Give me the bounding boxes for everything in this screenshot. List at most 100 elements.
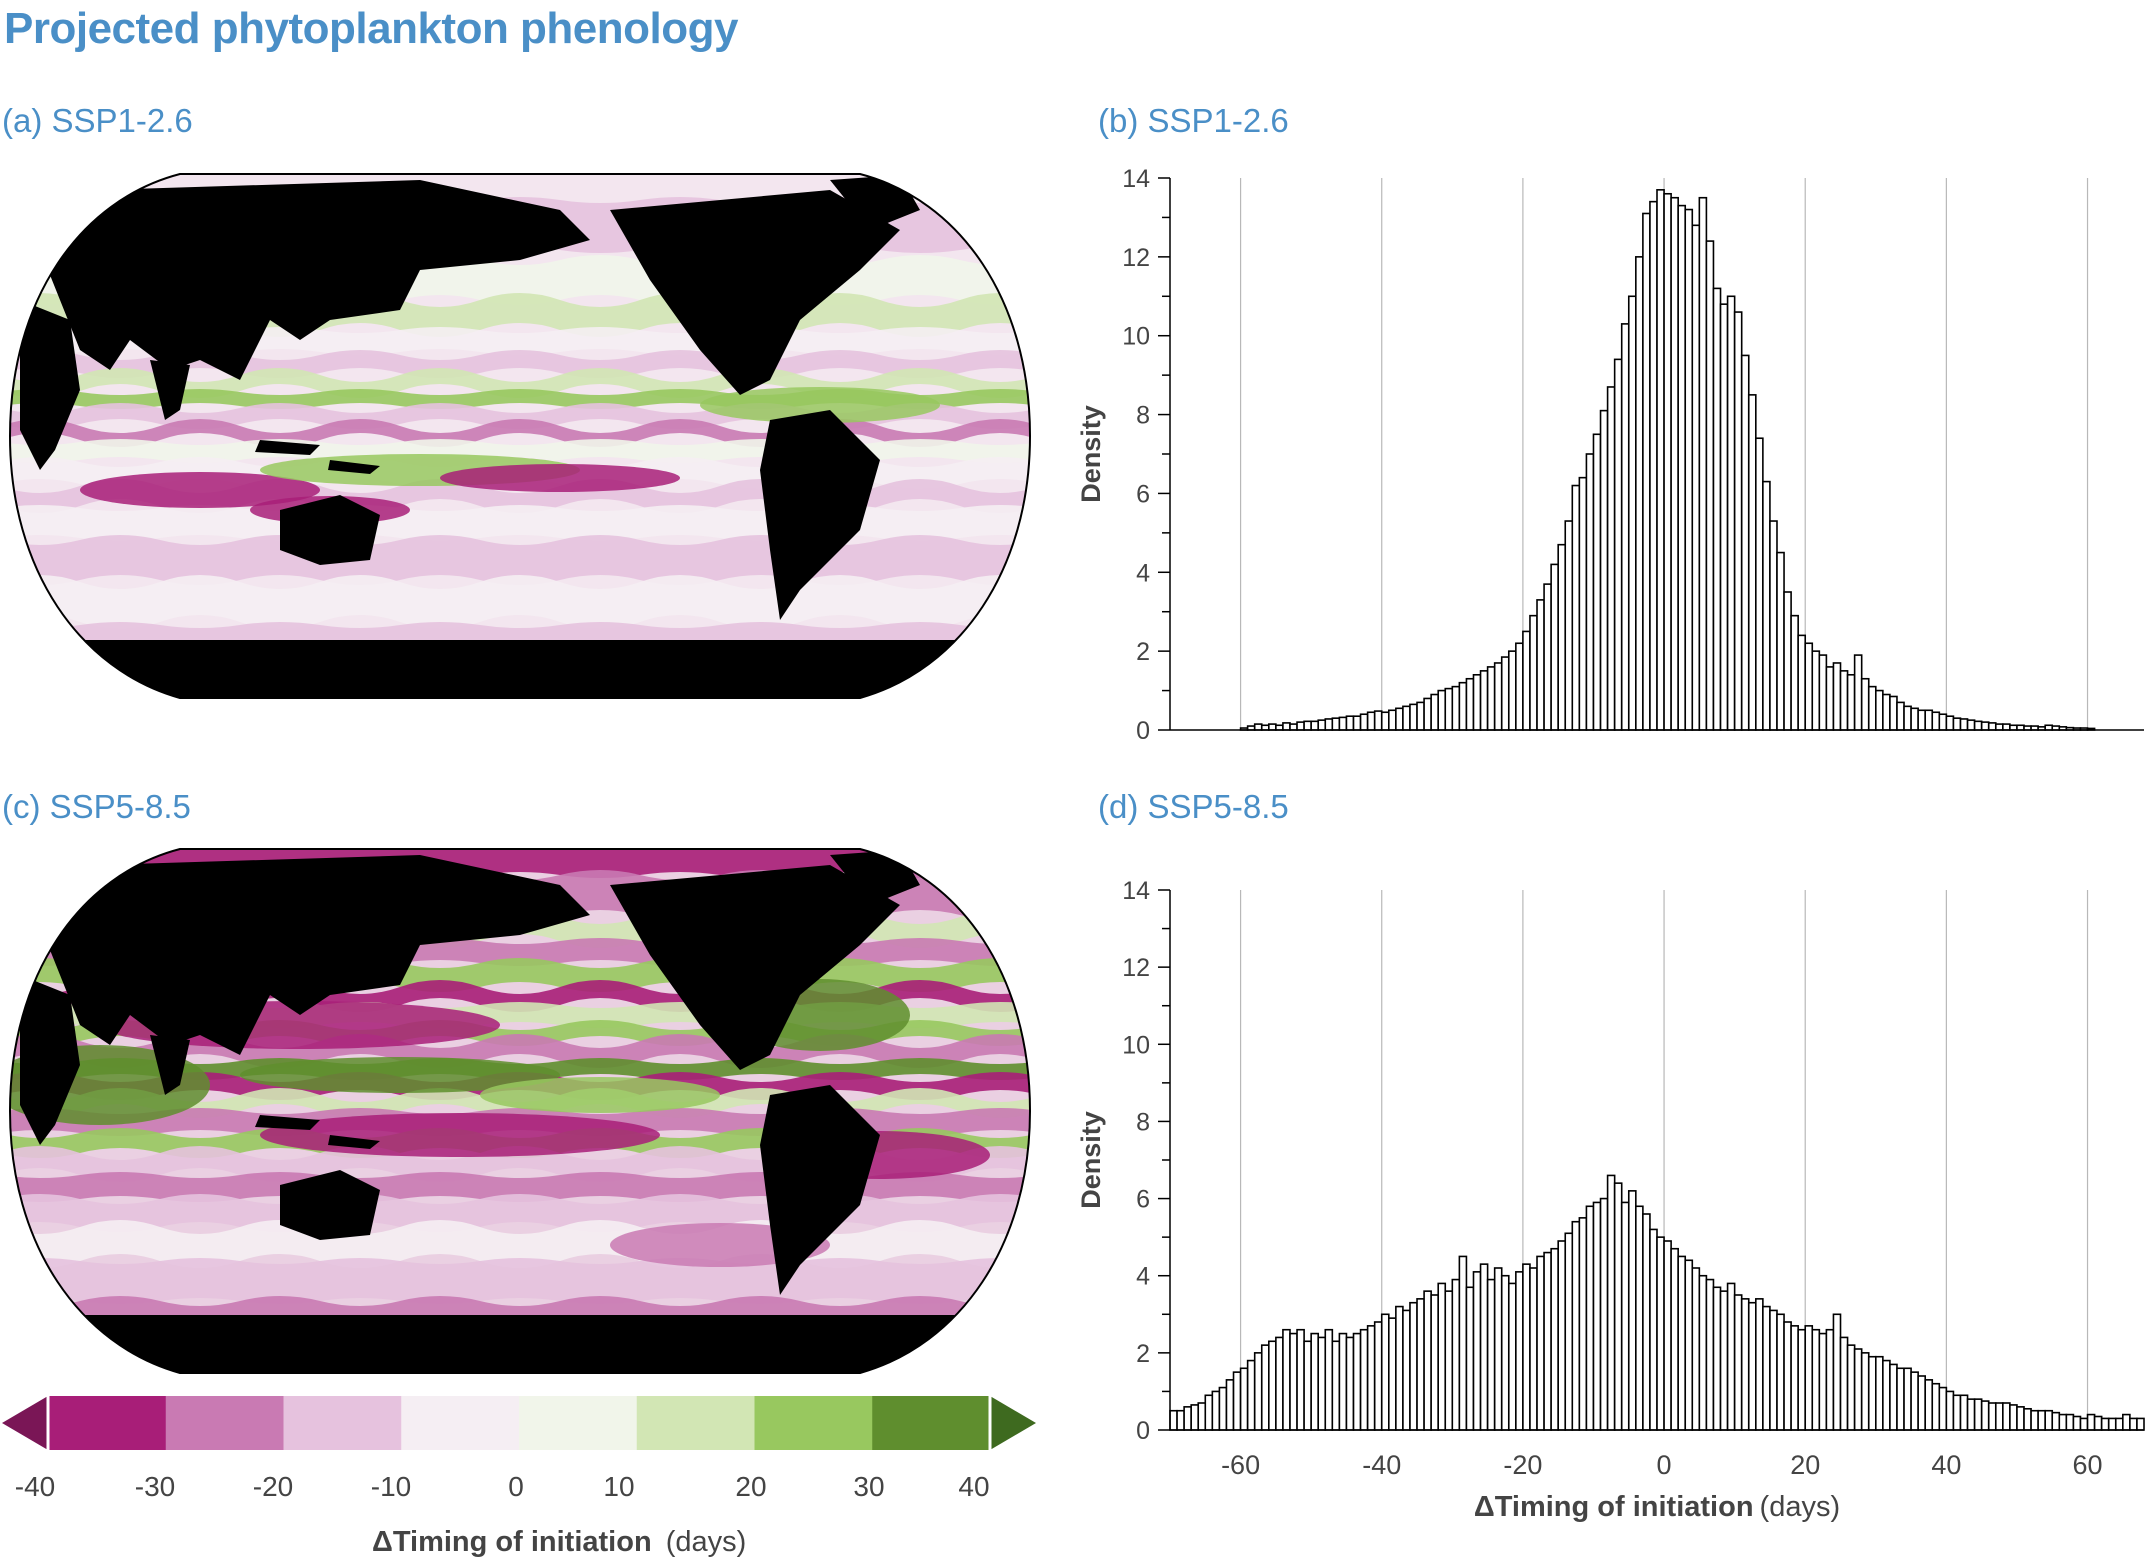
colorbar-tick: 10 xyxy=(603,1471,634,1502)
histogram-bar xyxy=(1776,1313,1785,1431)
histogram-bar xyxy=(1691,224,1701,731)
histogram-bar xyxy=(1352,715,1362,731)
histogram-bar xyxy=(1395,1305,1404,1431)
histogram-bar xyxy=(2058,1413,2068,1431)
histogram-bar xyxy=(1663,1240,1672,1431)
histogram-bar xyxy=(1811,650,1821,731)
histogram-bar xyxy=(1416,701,1425,731)
histogram-bar xyxy=(1882,693,1891,731)
histogram-bar xyxy=(2065,1413,2075,1431)
y-tick-label: 12 xyxy=(1122,954,1150,982)
histogram-bar xyxy=(1472,1271,1482,1431)
histogram-bar xyxy=(1712,287,1722,731)
colorbar-unit: (days) xyxy=(666,1526,747,1558)
y-axis-label: Density xyxy=(1076,405,1106,503)
map-ssp585 xyxy=(8,848,1032,1374)
y-tick-label: 12 xyxy=(1122,244,1150,272)
histogram-bar xyxy=(1225,1379,1235,1431)
histogram-bar xyxy=(1472,673,1482,731)
histogram-bar xyxy=(1903,705,1912,731)
histogram-bar xyxy=(1924,1379,1934,1431)
histogram-bar xyxy=(1825,666,1835,731)
histogram-bar xyxy=(1980,721,1990,731)
histogram-bar xyxy=(1380,711,1390,731)
histogram-bar xyxy=(1493,662,1503,731)
histogram-bar xyxy=(1670,196,1679,731)
histogram-bar xyxy=(1578,1217,1588,1431)
histogram-bar xyxy=(1592,433,1602,731)
colorbar-tick: 0 xyxy=(508,1471,524,1502)
x-tick-label: 0 xyxy=(1657,1450,1672,1480)
colorbar: -40 -30 -20 -10 0 10 20 30 40 ΔTiming of initiat… xyxy=(2,1396,1036,1558)
histogram-bar xyxy=(1359,713,1369,731)
x-tick-label: -60 xyxy=(1221,1450,1260,1480)
histogram-bar xyxy=(1924,709,1934,731)
y-tick-label: 0 xyxy=(1136,717,1150,745)
histogram-bar xyxy=(2002,723,2011,731)
histogram-bar xyxy=(1423,1290,1432,1431)
histogram-bar xyxy=(1959,718,1969,731)
histogram-bar xyxy=(1755,1298,1764,1431)
histogram-bar xyxy=(1409,703,1418,731)
x-tick-label: -20 xyxy=(1503,1450,1542,1480)
histogram-bar xyxy=(2136,1417,2145,1431)
histogram-bar xyxy=(1557,1240,1567,1431)
y-tick-label: 2 xyxy=(1136,1340,1150,1368)
histogram-bar xyxy=(1585,453,1595,731)
histogram-bar xyxy=(1387,709,1397,731)
histogram-bar xyxy=(1282,1328,1291,1431)
histogram-bar xyxy=(2016,1406,2025,1431)
histogram-bar xyxy=(1515,1271,1524,1431)
histogram-bar xyxy=(1973,720,1983,731)
histogram-bar xyxy=(1522,1263,1531,1431)
histogram-bar xyxy=(1938,1386,1948,1431)
histogram-bar xyxy=(1994,723,2004,731)
histogram-bar xyxy=(1910,707,1919,731)
histogram-bar xyxy=(1345,1336,1355,1431)
histogram-bar xyxy=(2044,1409,2054,1431)
histogram-bar xyxy=(1874,689,1884,731)
histogram-bar xyxy=(1260,1344,1270,1431)
histogram-bar xyxy=(1804,642,1814,731)
histogram-bar xyxy=(1740,1298,1750,1431)
histogram-bar xyxy=(1416,1298,1425,1431)
histogram-bar xyxy=(1889,695,1898,731)
histogram-bar xyxy=(1677,1255,1687,1431)
histogram-bar xyxy=(1931,1382,1941,1431)
histogram-bar xyxy=(1324,1328,1334,1431)
histogram-bar xyxy=(1691,1267,1701,1431)
histogram-bar xyxy=(2030,1409,2039,1431)
histogram-bar xyxy=(1486,666,1496,731)
histogram-bar xyxy=(1797,1328,1807,1431)
histogram-bar xyxy=(1296,721,1305,731)
histogram-bar xyxy=(1310,720,1320,731)
histogram-bar xyxy=(1818,654,1828,731)
histogram-bar xyxy=(1275,1336,1284,1431)
histogram-bar xyxy=(1211,1390,1221,1431)
histogram-bar xyxy=(1938,713,1948,731)
histogram-bar xyxy=(2037,1409,2046,1431)
colorbar-tick: 20 xyxy=(735,1471,766,1502)
histogram-bar xyxy=(1310,1332,1320,1431)
histogram-bar xyxy=(1366,1325,1376,1431)
histogram-bar xyxy=(1980,1400,1990,1431)
histogram-bar xyxy=(1917,1375,1927,1431)
histogram-bar xyxy=(1705,240,1715,731)
histogram-bar xyxy=(1783,1321,1792,1431)
histogram-bar xyxy=(1613,358,1623,731)
histogram-bar xyxy=(1451,685,1461,731)
histogram-bar xyxy=(1317,719,1327,731)
histogram-bar xyxy=(1642,1213,1651,1431)
histogram-bar xyxy=(1910,1371,1919,1431)
histogram-bar xyxy=(1853,654,1863,731)
histogram-bar xyxy=(1585,1205,1595,1431)
histogram-bar xyxy=(1373,710,1383,731)
histogram-bar xyxy=(1444,687,1454,731)
histogram-bar xyxy=(1684,208,1694,731)
histogram-bar xyxy=(1698,196,1708,731)
histogram-ssp585: 0 2 4 6 8 10 12 14 Density -60 -40 -20 0 20 40 60 ΔTimin… xyxy=(1076,877,2145,1523)
histogram-bar xyxy=(1571,1220,1581,1431)
histogram-bar xyxy=(1733,1294,1743,1431)
histogram-bar xyxy=(1458,1255,1468,1431)
y-tick-label: 4 xyxy=(1136,559,1150,587)
